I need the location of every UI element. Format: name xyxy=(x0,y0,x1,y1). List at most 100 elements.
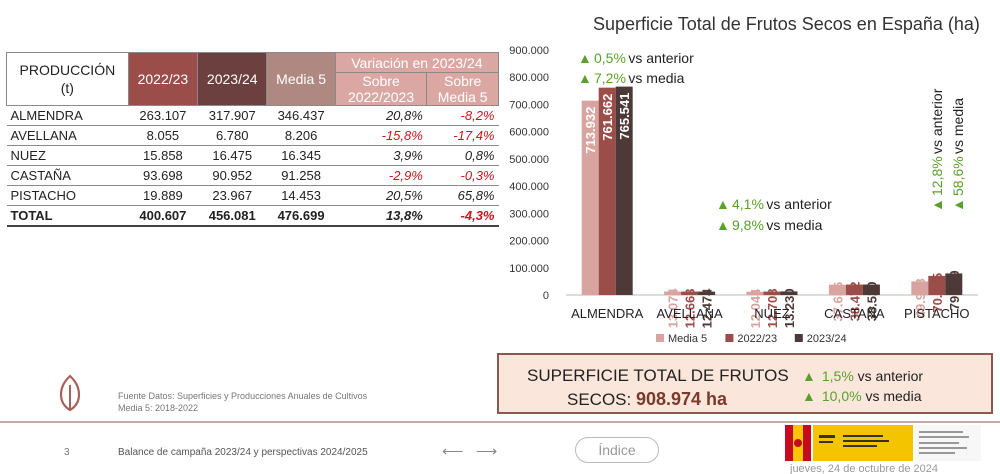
growth-pct: 58,6% xyxy=(950,156,966,196)
summary-media-text: vs media xyxy=(865,388,922,404)
bar xyxy=(763,291,781,295)
chart-title: Superficie Total de Frutos Secos en Espa… xyxy=(593,14,980,34)
up-triangle-icon: ▲ xyxy=(578,70,592,86)
summary-prefix: SECOS: xyxy=(567,390,636,409)
row-2023: 16.475 xyxy=(197,145,267,166)
date-label: jueves, 24 de octubre de 2024 xyxy=(790,463,939,474)
growth-pct: 7,2% xyxy=(594,70,626,86)
y-tick-label: 400.000 xyxy=(509,181,549,193)
bar xyxy=(911,281,929,295)
bar-value-label: 70.235 xyxy=(930,273,945,313)
row-var-media: -17,4% xyxy=(426,125,499,146)
up-triangle-icon: ▲ xyxy=(950,198,966,212)
row-name: CASTAÑA xyxy=(6,165,129,186)
spain-government-logo xyxy=(785,425,981,461)
growth-pct: 9,8% xyxy=(732,217,764,233)
up-triangle-icon: ▲ xyxy=(802,388,816,404)
header-sobre-2022-line2: 2022/2023 xyxy=(347,89,415,105)
summary-line2: SECOS: 908.974 ha xyxy=(567,389,727,410)
growth-text: vs media xyxy=(950,98,966,154)
bar xyxy=(681,291,699,295)
bar xyxy=(664,291,682,295)
header-production-label: PRODUCCIÓN xyxy=(19,62,116,78)
row-2022: 400.607 xyxy=(128,205,198,227)
row-2022: 263.107 xyxy=(128,105,198,126)
row-2022: 93.698 xyxy=(128,165,198,186)
bar-value-label: 12.663 xyxy=(683,289,698,329)
summary-value: 908.974 ha xyxy=(635,389,728,409)
header-sobre-2022-line1: Sobre xyxy=(362,73,400,89)
row-name: AVELLANA xyxy=(6,125,129,146)
category-label: ALMENDRA xyxy=(571,306,644,321)
row-var-media: 65,8% xyxy=(426,185,499,206)
growth-annotation: ▲ 7,2% vs media xyxy=(578,70,685,86)
row-2023: 456.081 xyxy=(197,205,267,227)
source-note: Fuente Datos: Superficies y Producciones… xyxy=(118,390,367,414)
header-sobre-media-line1: Sobre xyxy=(443,73,482,89)
growth-annotation: ▲ 9,8% vs media xyxy=(716,217,823,233)
growth-pct: 0,5% xyxy=(594,50,626,66)
growth-text: vs anterior xyxy=(628,50,694,66)
row-var-media: -0,3% xyxy=(426,165,499,186)
legend-label: 2022/23 xyxy=(737,333,777,345)
row-2022: 8.055 xyxy=(128,125,198,146)
y-tick-label: 900.000 xyxy=(509,45,549,57)
bar xyxy=(746,291,764,295)
index-button[interactable]: Índice xyxy=(575,437,659,463)
row-var-prev: 13,8% xyxy=(335,205,427,227)
y-tick-label: 800.000 xyxy=(509,72,549,84)
arrow-left-icon[interactable]: ⟵ xyxy=(442,443,468,460)
header-media: Media 5 xyxy=(266,52,336,106)
table-row: CASTAÑA 93.698 90.952 91.258 -2,9% -0,3% xyxy=(6,165,499,186)
bar xyxy=(581,100,599,295)
row-var-prev: -15,8% xyxy=(335,125,427,146)
production-table: PRODUCCIÓN (t) 2022/23 2023/24 Media 5 V… xyxy=(6,52,500,227)
row-2023: 6.780 xyxy=(197,125,267,146)
header-sobre-media: Sobre Media 5 xyxy=(426,72,499,106)
header-sobre-media-line2: Media 5 xyxy=(437,89,488,105)
summary-anterior-text: vs anterior xyxy=(857,368,924,384)
row-2023: 23.967 xyxy=(197,185,267,206)
row-media: 16.345 xyxy=(266,145,336,166)
footer-title: Balance de campaña 2023/24 y perspectiva… xyxy=(118,447,368,458)
legend-swatch xyxy=(725,334,734,342)
surface-bar-chart: 0 100.000 200.000 300.000 400.000 500.000 600.… xyxy=(509,45,978,345)
bar-value-label: 12.708 xyxy=(765,289,780,329)
up-triangle-icon: ▲ xyxy=(716,196,730,212)
legend-item: 2023/24 xyxy=(794,333,847,345)
row-name: NUEZ xyxy=(6,145,129,166)
row-2022: 19.889 xyxy=(128,185,198,206)
legend-swatch xyxy=(794,334,803,342)
legend-item: Media 5 xyxy=(656,333,707,345)
y-tick-label: 100.000 xyxy=(509,263,549,275)
row-var-prev: 20,8% xyxy=(335,105,427,126)
row-var-media: -8,2% xyxy=(426,105,499,126)
arrow-right-icon[interactable]: ⟶ xyxy=(475,443,502,460)
category-label: AVELLANA xyxy=(656,306,723,321)
row-2022: 15.858 xyxy=(128,145,198,166)
bar-value-label: 38.472 xyxy=(847,282,862,322)
category-label: PISTACHO xyxy=(904,306,970,321)
leaf-icon xyxy=(59,374,81,412)
y-tick-label: 500.000 xyxy=(509,154,549,166)
bar-value-label: 713.932 xyxy=(583,107,598,154)
growth-text: vs anterior xyxy=(766,196,832,212)
growth-text: vs anterior xyxy=(929,88,945,154)
bar xyxy=(928,275,946,295)
row-var-prev: 20,5% xyxy=(335,185,427,206)
bar xyxy=(615,86,633,295)
source-line2: Media 5: 2018-2022 xyxy=(118,403,199,413)
header-unit-label: (t) xyxy=(60,80,74,96)
bar xyxy=(945,273,963,295)
y-tick-label: 0 xyxy=(543,290,549,302)
growth-annotation-vertical: ▲ 58,6% vs media xyxy=(950,98,966,212)
row-media: 8.206 xyxy=(266,125,336,146)
growth-pct: 4,1% xyxy=(732,196,764,212)
up-triangle-icon: ▲ xyxy=(716,217,730,233)
row-name: TOTAL xyxy=(6,205,129,227)
row-var-prev: 3,9% xyxy=(335,145,427,166)
legend-item: 2022/23 xyxy=(725,333,777,345)
growth-annotation: ▲ 0,5% vs anterior xyxy=(578,50,694,66)
bar-value-label: 13.230 xyxy=(782,288,797,328)
header-2022: 2022/23 xyxy=(127,52,199,106)
